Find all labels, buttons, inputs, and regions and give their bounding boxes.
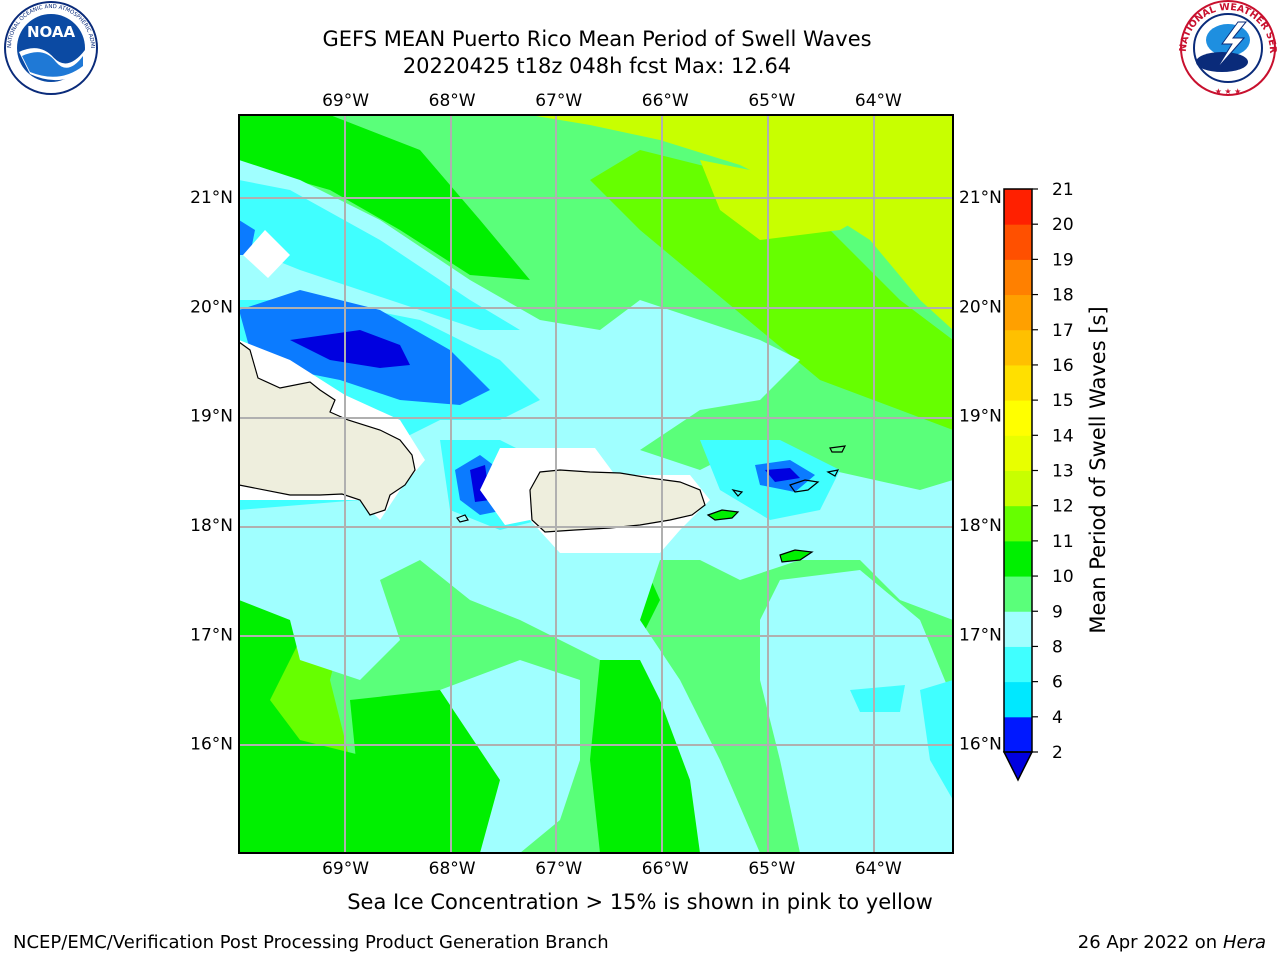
lat-tick-left: 20°N bbox=[190, 297, 233, 317]
map-frame bbox=[238, 114, 954, 854]
footer-host: Hera bbox=[1222, 932, 1266, 953]
contour-band-8-9-east bbox=[760, 570, 953, 853]
lon-tick-bottom: 69°W bbox=[322, 859, 369, 879]
footer-date-text: 26 Apr 2022 on bbox=[1077, 932, 1223, 953]
colorbar-swatch bbox=[1004, 716, 1032, 753]
contour-band-6-8-sse bbox=[920, 680, 953, 800]
lon-tick-top: 65°W bbox=[748, 91, 795, 111]
colorbar-swatch bbox=[1004, 540, 1032, 577]
lon-tick-top: 69°W bbox=[322, 91, 369, 111]
lon-tick-top: 67°W bbox=[535, 91, 582, 111]
contour-band-8-9-southmid bbox=[440, 660, 580, 853]
hispaniola-land bbox=[239, 341, 416, 516]
map-title: GEFS MEAN Puerto Rico Mean Period of Swe… bbox=[322, 27, 872, 51]
vieques-land bbox=[706, 509, 740, 521]
colorbar-tick-label: 9 bbox=[1052, 602, 1063, 622]
contour-band-6-8-se bbox=[850, 685, 905, 712]
colorbar-swatch bbox=[1004, 329, 1032, 366]
lat-tick-right: 16°N bbox=[959, 735, 1002, 755]
lat-tick-right: 21°N bbox=[959, 188, 1002, 208]
colorbar-swatch bbox=[1004, 435, 1032, 471]
lat-tick-left: 17°N bbox=[190, 625, 233, 645]
colorbar-extend-min bbox=[1002, 751, 1034, 782]
footer-date: 26 Apr 2022 on Hera bbox=[1078, 932, 1266, 953]
land-mask-nw-island bbox=[243, 230, 290, 278]
contour-band-2-4-north bbox=[290, 330, 410, 368]
lat-tick-right: 20°N bbox=[959, 297, 1002, 317]
lat-tick-left: 19°N bbox=[190, 407, 233, 427]
colorbar-tick-label: 8 bbox=[1052, 637, 1063, 657]
colorbar-tick-label: 14 bbox=[1052, 426, 1074, 446]
nws-ring-text: NATIONAL WEATHER SERVICE bbox=[0, 0, 1278, 54]
colorbar-tick-label: 11 bbox=[1052, 532, 1074, 552]
footer-organization: NCEP/EMC/Verification Post Processing Pr… bbox=[13, 932, 609, 953]
contour-band-6-8 bbox=[239, 180, 520, 330]
colorbar-tick-label: 21 bbox=[1052, 180, 1074, 200]
colorbar: 21 20 19 18 17 16 15 14 13 12 11 10 9 8 6 4 2 bbox=[1002, 180, 1074, 782]
nws-logo-icon: NATIONAL WEATHER SERVICE ★ ★ ★ bbox=[0, 0, 1278, 96]
colorbar-tick-label: 6 bbox=[1052, 673, 1063, 693]
lon-tick-bottom: 68°W bbox=[429, 859, 476, 879]
lon-tick-bottom: 65°W bbox=[748, 859, 795, 879]
lat-tick-right: 17°N bbox=[959, 625, 1002, 645]
lon-tick-top: 64°W bbox=[855, 91, 902, 111]
colorbar-swatch bbox=[1004, 681, 1032, 718]
colorbar-swatch bbox=[1004, 189, 1032, 225]
colorbar-tick-label: 18 bbox=[1052, 286, 1074, 306]
colorbar-tick-label: 19 bbox=[1052, 250, 1074, 270]
colorbar-tick-label: 20 bbox=[1052, 215, 1074, 235]
colorbar-swatch bbox=[1004, 224, 1032, 260]
st-croix-land bbox=[779, 549, 814, 563]
colorbar-swatch bbox=[1004, 646, 1032, 683]
lon-tick-bottom: 66°W bbox=[642, 859, 689, 879]
lat-tick-left: 16°N bbox=[190, 735, 233, 755]
contour-band-11-12 bbox=[590, 150, 953, 430]
lat-tick-left: 21°N bbox=[190, 188, 233, 208]
colorbar-tick-label: 10 bbox=[1052, 567, 1074, 587]
colorbar-swatch bbox=[1004, 470, 1032, 507]
map-gridlines bbox=[239, 115, 953, 853]
colorbar-label: Mean Period of Swell Waves [s] bbox=[1086, 306, 1110, 633]
virgin-islands-land bbox=[731, 445, 847, 497]
sea-ice-caption: Sea Ice Concentration > 15% is shown in … bbox=[347, 890, 933, 914]
lon-tick-top: 68°W bbox=[429, 91, 476, 111]
colorbar-tick-label: 15 bbox=[1052, 391, 1074, 411]
lon-tick-top: 66°W bbox=[642, 91, 689, 111]
colorbar-tick-label: 13 bbox=[1052, 462, 1074, 482]
colorbar-swatch bbox=[1004, 611, 1032, 647]
colorbar-swatch bbox=[1004, 259, 1032, 296]
colorbar-tick-label: 4 bbox=[1052, 708, 1063, 728]
colorbar-swatch bbox=[1004, 400, 1032, 436]
lon-tick-bottom: 67°W bbox=[535, 859, 582, 879]
colorbar-tick-label: 17 bbox=[1052, 321, 1074, 341]
noaa-logo-text: NOAA bbox=[27, 23, 76, 41]
contour-band-12-13-upper bbox=[700, 115, 953, 240]
colorbar-swatch bbox=[1004, 364, 1032, 401]
map-panel bbox=[239, 115, 953, 853]
colorbar-swatch bbox=[1004, 576, 1032, 612]
svg-text:NATIONAL WEATHER SERVICE: NATIONAL WEATHER SERVICE bbox=[0, 0, 1278, 54]
mona-island bbox=[456, 514, 469, 523]
contour-band-2-4-vi bbox=[765, 468, 800, 482]
lat-tick-right: 19°N bbox=[959, 407, 1002, 427]
colorbar-swatch bbox=[1004, 505, 1032, 542]
lon-tick-bottom: 64°W bbox=[855, 859, 902, 879]
colorbar-tick-label: 2 bbox=[1052, 743, 1063, 763]
colorbar-tick-label: 16 bbox=[1052, 356, 1074, 376]
noaa-logo-icon: NOAA NATIONAL OCEANIC AND ATMOSPHERIC AD… bbox=[0, 0, 98, 95]
map-subtitle: 20220425 t18z 048h fcst Max: 12.64 bbox=[402, 54, 792, 78]
svg-text:★ ★ ★: ★ ★ ★ bbox=[1215, 87, 1242, 96]
lat-tick-right: 18°N bbox=[959, 516, 1002, 536]
colorbar-swatch bbox=[1004, 294, 1032, 331]
lat-tick-left: 18°N bbox=[190, 516, 233, 536]
colorbar-tick-label: 12 bbox=[1052, 497, 1074, 517]
